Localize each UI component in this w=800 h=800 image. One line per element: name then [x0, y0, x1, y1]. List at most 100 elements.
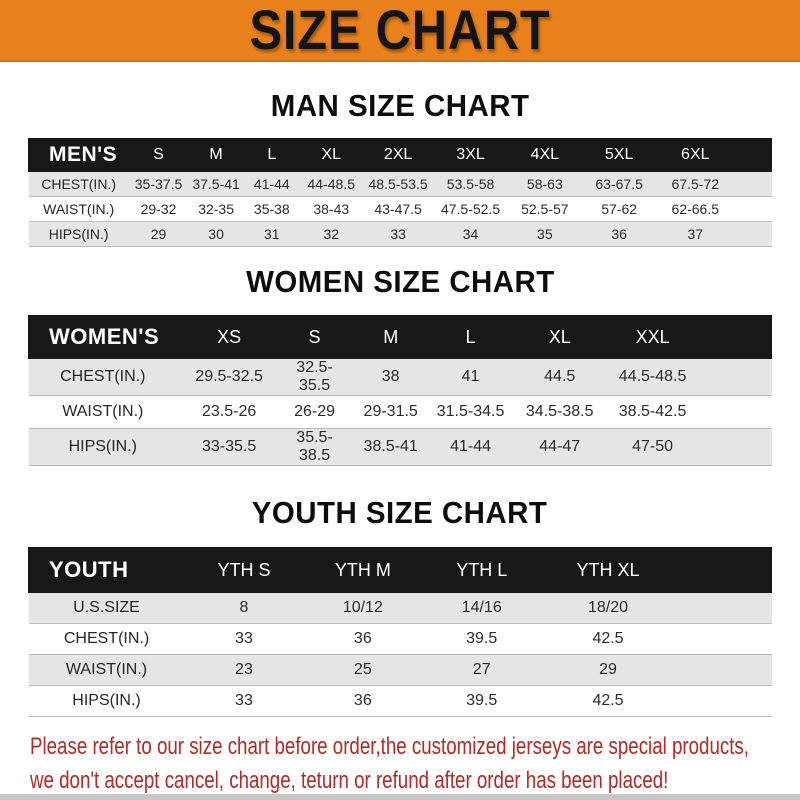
size-column-header: YTH L	[421, 547, 542, 593]
size-value-cell: 43-47.5	[374, 201, 422, 217]
size-value-cell: 14/16	[461, 599, 502, 616]
row-label: HIPS(IN.)	[48, 226, 109, 242]
size-value-cell: 33	[235, 630, 253, 647]
size-value-cell: 44-48.5	[307, 176, 355, 192]
size-value-cell: 18/20	[587, 599, 629, 616]
measurement-row: HIPS(IN.) 29 30 31 32 33 34 35 36 37	[28, 221, 772, 247]
size-column-header: 3XL	[432, 138, 509, 172]
size-column-header: XL	[299, 138, 364, 172]
size-value-cell: 29	[599, 661, 617, 678]
size-value-cell: 53.5-58	[446, 176, 495, 192]
row-filler-cell	[675, 593, 772, 624]
size-value-cell: 42.5	[592, 630, 624, 647]
size-value-cell: 41-44	[253, 176, 290, 192]
row-filler-cell	[734, 172, 771, 197]
youth-table-body: U.S.SIZE 8 10/12 14/16 18/20 CHEST(IN.) 33 36 39…	[28, 592, 772, 717]
size-value-cell: 38.5-41	[363, 438, 418, 455]
size-value-cell: 47.5-52.5	[440, 201, 501, 217]
size-column-header: 4XL	[507, 138, 583, 172]
size-column-header: YTH S	[184, 547, 304, 593]
measurement-row: CHEST(IN.) 29.5-32.5 32.5-35.5 38 41 44.5 44.5…	[28, 358, 772, 396]
size-value-cell: 48.5-53.5	[368, 176, 428, 192]
size-value-cell: 32-35	[198, 201, 234, 217]
men-size-table: MEN'S S M L XL 2XL 3XL 4XL 5XL 6XL CHEST(IN.) 35-3…	[27, 138, 773, 247]
measurement-row: WAIST(IN.) 23 25 27 29	[28, 654, 772, 686]
youth-section: YOUTH SIZE CHART YOUTH YTH S YTH M YTH L YTH…	[0, 496, 800, 717]
footnote-line: we don't accept cancel, change, teturn o…	[30, 765, 800, 799]
size-value-cell: 37.5-41	[192, 176, 240, 192]
size-value-cell: 52.5-57	[521, 201, 569, 217]
footnote-line-2: we don't accept cancel, change, teturn o…	[30, 767, 669, 794]
size-column-header: M	[187, 138, 245, 172]
size-column-header: 5XL	[581, 138, 657, 172]
size-value-cell: 23.5-26	[201, 403, 257, 420]
size-value-cell: 35-38	[253, 201, 290, 217]
size-column-header: 6XL	[655, 138, 735, 172]
header-filler-cell	[692, 315, 773, 359]
size-value-cell: 42.5	[592, 692, 624, 709]
measurement-row: HIPS(IN.) 33 36 39.5 42.5	[28, 685, 772, 717]
size-value-cell: 29.5-32.5	[195, 368, 263, 385]
row-filler-cell	[693, 429, 771, 466]
size-value-cell: 41	[461, 368, 480, 385]
row-filler-cell	[675, 624, 772, 655]
size-value-cell: 33	[390, 226, 406, 242]
size-value-cell: 31.5-34.5	[436, 403, 505, 420]
header-filler-cell	[733, 138, 773, 172]
size-value-cell: 32	[323, 226, 340, 242]
footnote-line: Please refer to our size chart before or…	[30, 731, 800, 765]
size-value-cell: 38-43	[313, 201, 350, 217]
header-filler-cell	[674, 547, 772, 593]
row-filler-cell	[734, 222, 771, 247]
row-label: WAIST(IN.)	[65, 661, 148, 678]
youth-size-table: YOUTH YTH S YTH M YTH L YTH XL U.S.SIZE 8 10/1…	[27, 547, 772, 717]
row-filler-cell	[734, 197, 771, 222]
size-value-cell: 36	[353, 692, 372, 709]
measurement-row: CHEST(IN.) 35-37.5 37.5-41 41-44 44-48.5 48.5…	[28, 171, 772, 197]
size-value-cell: 58-63	[526, 176, 563, 192]
youth-table-head: YOUTH YTH S YTH M YTH L YTH XL	[27, 547, 772, 593]
women-table-head: WOMEN'S XS S M L XL XXL	[28, 315, 773, 359]
size-column-header: YTH M	[302, 547, 423, 593]
measurement-row: U.S.SIZE 8 10/12 14/16 18/20	[28, 592, 772, 624]
size-value-cell: 35.5-38.5	[296, 429, 333, 464]
women-size-table: WOMEN'S XS S M L XL XXL CHEST(IN.) 29.5-32.5 32.…	[28, 315, 773, 466]
size-value-cell: 8	[239, 599, 249, 616]
size-column-header: L	[243, 138, 301, 172]
men-section: MAN SIZE CHART MEN'S S M L XL 2XL 3XL 4XL 5XL 6XL…	[0, 89, 800, 247]
bottom-strip	[0, 794, 800, 800]
size-value-cell: 47-50	[632, 438, 674, 455]
size-value-cell: 44.5	[544, 368, 576, 385]
footnote: Please refer to our size chart before or…	[0, 731, 800, 799]
men-table-head: MEN'S S M L XL 2XL 3XL 4XL 5XL 6XL	[27, 138, 773, 172]
size-value-cell: 44.5-48.5	[618, 368, 687, 385]
size-column-header: XXL	[611, 315, 694, 359]
size-value-cell: 33-35.5	[201, 438, 257, 455]
row-label: WAIST(IN.)	[62, 403, 144, 420]
size-value-cell: 29-31.5	[363, 403, 418, 420]
size-value-cell: 26-29	[294, 403, 335, 420]
row-filler-cell	[675, 686, 772, 717]
size-value-cell: 30	[208, 226, 224, 242]
size-value-cell: 23	[235, 661, 253, 678]
page-title-text: SIZE CHART	[249, 0, 551, 61]
measurement-row: HIPS(IN.) 33-35.5 35.5-38.5 38.5-41 41-44 44-…	[28, 428, 772, 466]
men-table-body: CHEST(IN.) 35-37.5 37.5-41 41-44 44-48.5 48.5…	[28, 171, 772, 247]
youth-chart-heading: YOUTH SIZE CHART	[0, 496, 800, 530]
women-chart-heading-text: WOMEN SIZE CHART	[245, 264, 555, 299]
measurement-row: CHEST(IN.) 33 36 39.5 42.5	[28, 623, 772, 655]
size-value-cell: 63-67.5	[595, 176, 643, 192]
table-group-label: WOMEN'S	[28, 315, 178, 359]
row-label: CHEST(IN.)	[60, 368, 146, 385]
size-value-cell: 62-66.5	[671, 201, 720, 217]
size-column-header: L	[432, 315, 509, 359]
youth-chart-heading-text: YOUTH SIZE CHART	[252, 495, 548, 530]
size-header-row: WOMEN'S XS S M L XL XXL	[28, 315, 773, 359]
size-column-header: M	[347, 315, 434, 359]
size-value-cell: 39.5	[466, 630, 498, 647]
size-value-cell: 57-62	[601, 201, 638, 217]
row-label: HIPS(IN.)	[72, 692, 141, 709]
size-column-header: XL	[507, 315, 613, 359]
row-label: HIPS(IN.)	[68, 438, 138, 455]
